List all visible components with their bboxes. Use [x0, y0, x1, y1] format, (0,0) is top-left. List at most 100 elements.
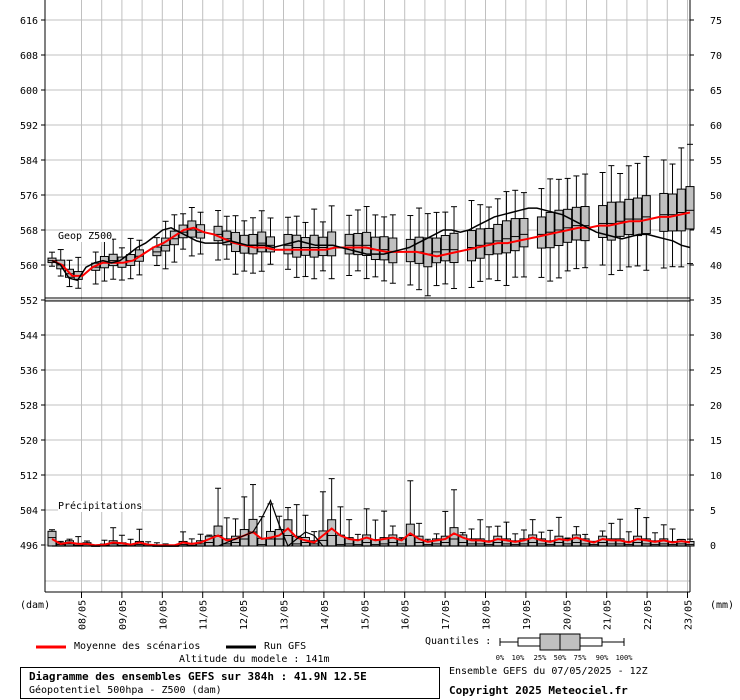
z500-box-rect [309, 234, 319, 258]
x-tick-label: 08/05 [78, 600, 89, 630]
z500-box-rect [379, 236, 389, 261]
precip-box [344, 519, 354, 547]
tick-labels: 6166086005925845765685605525445365285205… [20, 16, 722, 630]
z500-box [449, 206, 459, 290]
precip-box [196, 533, 206, 547]
ensemble-run-text: Ensemble GEFS du 07/05/2025 - 12Z [449, 666, 648, 677]
quantile-tick-label: 75% [574, 654, 587, 662]
z500-box [536, 188, 546, 278]
precip-box [510, 533, 520, 547]
z500-box-rect [467, 230, 477, 262]
left-tick-label: 512 [20, 471, 38, 482]
precip-box-rect [47, 530, 57, 547]
z500-box [213, 210, 223, 261]
z500-box-rect [248, 233, 258, 255]
z500-box-rect [493, 223, 503, 255]
z500-box-rect [641, 195, 651, 235]
precip-box [501, 521, 511, 547]
z500-box [327, 205, 337, 280]
z500-box-rect [108, 253, 118, 267]
right-tick-label: 50 [710, 191, 722, 202]
x-tick-label: 12/05 [239, 600, 250, 630]
z500-box [501, 191, 511, 286]
quantile-tick-label: 25% [534, 654, 547, 662]
z500-box [47, 251, 57, 267]
z500-box-rect [501, 220, 511, 254]
right-tick-label: 70 [710, 51, 722, 62]
precip-box [650, 532, 660, 547]
z500-box-rect [292, 234, 302, 258]
z500-box [108, 238, 118, 280]
precip-box-rect [327, 519, 337, 547]
x-tick-label: 18/05 [482, 600, 493, 630]
z500-box-rect [318, 236, 328, 257]
z500-box [414, 207, 424, 291]
left-tick-label: 544 [20, 331, 38, 342]
precip-box [239, 496, 249, 547]
panel-label-precip: Précipitations [58, 501, 143, 512]
right-tick-label: 15 [710, 436, 722, 447]
z500-box-rect [405, 238, 415, 263]
precip-box [475, 519, 485, 547]
precip-box [335, 506, 345, 547]
precip-box-rect [493, 535, 503, 547]
right-tick-label: 20 [710, 401, 722, 412]
z500-box [685, 143, 695, 265]
left-tick-label: 504 [20, 506, 38, 517]
z500-box [467, 200, 477, 288]
z500-box [318, 221, 328, 272]
z500-box [265, 217, 275, 265]
z500-box [388, 214, 398, 284]
z500-box-rect [554, 209, 564, 247]
z500-box-rect [545, 211, 555, 249]
precip-box [554, 516, 564, 547]
z500-box [440, 211, 450, 285]
z500-box [362, 206, 372, 280]
precip-box [370, 519, 380, 547]
z500-box [292, 215, 302, 278]
z500-box-rect [510, 218, 520, 252]
z500-box [432, 211, 442, 287]
legend-gfs-label: Run GFS [264, 641, 307, 652]
precip-box [615, 518, 625, 547]
x-tick-label: 16/05 [401, 600, 412, 630]
left-tick-label: 584 [20, 156, 38, 167]
x-tick-label: 13/05 [280, 600, 291, 630]
x-tick-label: 20/05 [562, 600, 573, 630]
quantile-tick-label: 10% [512, 654, 525, 662]
x-tick-label: 21/05 [603, 600, 614, 630]
quantile-tick-label: 90% [596, 654, 609, 662]
z500-box [344, 214, 354, 277]
z500-box-rect [484, 227, 494, 256]
precip-box [659, 524, 669, 547]
precip-box-rect [554, 535, 564, 547]
z500-box-rect [362, 231, 372, 256]
z500-box-rect [432, 237, 442, 264]
z500-box-rect [615, 201, 625, 237]
precip-box [257, 516, 267, 547]
precip-box [248, 484, 258, 547]
precip-box-rect [283, 519, 293, 547]
z500-box [554, 178, 564, 279]
precip-box [327, 478, 337, 547]
right-tick-label: 10 [710, 471, 722, 482]
z500-box [598, 172, 608, 266]
x-tick-label: 17/05 [441, 600, 452, 630]
z500-box [117, 247, 127, 281]
x-tick-label: 14/05 [320, 600, 331, 630]
precip-box [449, 489, 459, 547]
precip-box [493, 525, 503, 547]
z500-box [187, 206, 197, 257]
right-tick-label: 5 [710, 506, 716, 517]
z500-box-rect [685, 186, 695, 230]
copyright-text: Copyright 2025 Meteociel.fr [449, 684, 628, 697]
z500-box [563, 177, 573, 272]
z500-box-rect [440, 235, 450, 262]
precip-box [484, 526, 494, 547]
precip-box [440, 510, 450, 547]
precip-box [388, 525, 398, 547]
z500-box-rect [606, 201, 616, 241]
right-tick-label: 0 [710, 541, 716, 552]
precip-box [231, 518, 241, 547]
left-tick-label: 560 [20, 261, 38, 272]
